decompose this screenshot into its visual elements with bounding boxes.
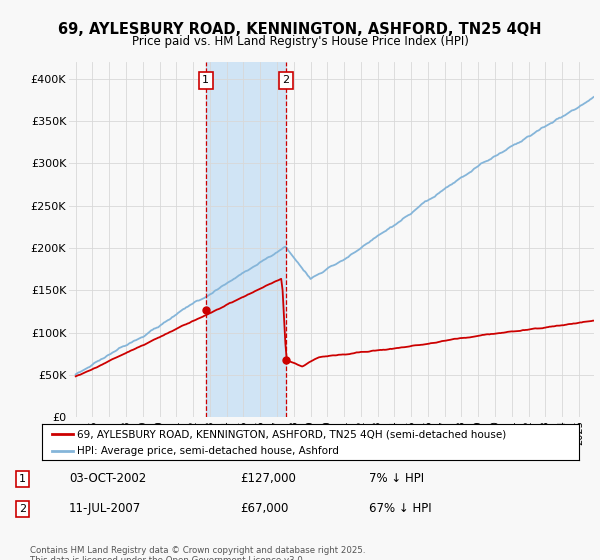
Bar: [206, 62, 286, 417]
Text: £127,000: £127,000: [240, 472, 296, 485]
Text: Price paid vs. HM Land Registry's House Price Index (HPI): Price paid vs. HM Land Registry's House …: [131, 35, 469, 48]
Text: 1: 1: [202, 75, 209, 85]
Text: HPI: Average price, semi-detached house, Ashford: HPI: Average price, semi-detached house,…: [77, 446, 339, 456]
Text: 11-JUL-2007: 11-JUL-2007: [69, 502, 141, 515]
Text: 7% ↓ HPI: 7% ↓ HPI: [369, 472, 424, 485]
Text: Contains HM Land Registry data © Crown copyright and database right 2025.
This d: Contains HM Land Registry data © Crown c…: [30, 546, 365, 560]
Text: 2: 2: [283, 75, 289, 85]
Text: 1: 1: [19, 474, 26, 484]
Text: 2: 2: [19, 504, 26, 514]
Text: 69, AYLESBURY ROAD, KENNINGTON, ASHFORD, TN25 4QH: 69, AYLESBURY ROAD, KENNINGTON, ASHFORD,…: [58, 22, 542, 38]
Text: £67,000: £67,000: [240, 502, 289, 515]
Text: 69, AYLESBURY ROAD, KENNINGTON, ASHFORD, TN25 4QH (semi-detached house): 69, AYLESBURY ROAD, KENNINGTON, ASHFORD,…: [77, 429, 506, 439]
Text: 03-OCT-2002: 03-OCT-2002: [69, 472, 146, 485]
Text: 67% ↓ HPI: 67% ↓ HPI: [369, 502, 431, 515]
